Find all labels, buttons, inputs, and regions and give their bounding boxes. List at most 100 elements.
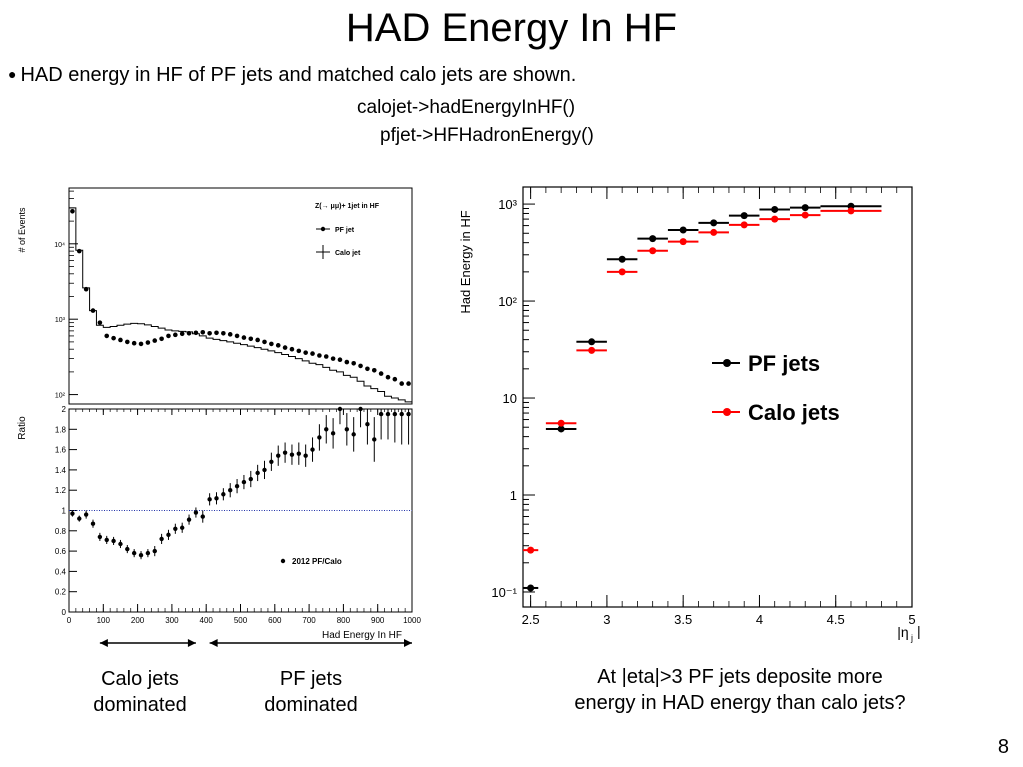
- eta-legend-calo-marker: [723, 408, 731, 416]
- ratio-point: [399, 411, 404, 417]
- ratio-y-tick-label: 1.2: [55, 486, 67, 495]
- eta-calo-point: [527, 546, 535, 554]
- ratio-x-axis-label: Had Energy In HF: [322, 630, 402, 641]
- pf-dominated-label: PF jets dominated: [241, 666, 381, 718]
- pf-jet-point: [234, 333, 240, 339]
- pf-jet-point: [97, 320, 103, 325]
- range-arrow-left-head: [99, 639, 108, 647]
- eta-x-tick-label: 3: [603, 612, 610, 627]
- eta-pf-point: [588, 338, 596, 346]
- eta-calo-point: [618, 268, 626, 276]
- ratio-point: [255, 470, 260, 476]
- ratio-x-tick-label: 0: [67, 616, 72, 625]
- ratio-point: [77, 516, 82, 521]
- legend-calo-label: Calo jet: [335, 250, 361, 257]
- ratio-point: [152, 548, 157, 554]
- ratio-point: [378, 411, 384, 417]
- ratio-point: [179, 525, 185, 530]
- eta-pf-point: [801, 204, 809, 212]
- hist-y-tick-label: 10³: [55, 317, 66, 324]
- eta-y-tick-label: 10³: [498, 197, 517, 212]
- ratio-point: [324, 427, 329, 432]
- pf-jet-point: [90, 308, 96, 313]
- bullet-text: HAD energy in HF of PF jets and matched …: [20, 64, 577, 86]
- ratio-frame: [68, 408, 413, 613]
- eta-y-tick-label: 10⁻¹: [491, 585, 517, 600]
- pf-jet-point: [392, 376, 398, 382]
- eta-calo-point: [557, 419, 565, 427]
- pf-jet-point: [131, 340, 137, 346]
- pf-jet-point: [289, 346, 295, 352]
- ratio-point: [228, 488, 233, 493]
- ratio-point: [310, 447, 315, 452]
- pf-jet-point: [221, 331, 226, 336]
- ratio-point: [385, 411, 391, 417]
- pf-jet-point: [358, 363, 363, 369]
- eta-calo-point: [801, 211, 809, 219]
- eta-x-axis-bar: |: [917, 623, 921, 639]
- ratio-point: [344, 427, 350, 432]
- ratio-point: [214, 496, 219, 501]
- ratio-point: [166, 532, 171, 538]
- pf-jet-point: [118, 337, 123, 343]
- hist-frame: [68, 187, 413, 405]
- pf-jet-point: [323, 354, 329, 359]
- pf-jet-point: [344, 359, 350, 365]
- eta-x-tick-label: 2.5: [522, 612, 540, 627]
- pf-jet-point: [152, 338, 158, 343]
- pf-jet-point: [399, 381, 405, 386]
- ratio-x-tick-label: 700: [302, 616, 316, 625]
- pf-jet-point: [214, 330, 219, 336]
- bullet-point: ● HAD energy in HF of PF jets and matched…: [8, 62, 576, 87]
- page-number: 8: [997, 736, 1009, 758]
- bullet-dot-icon: ●: [8, 66, 17, 82]
- ratio-y-tick-label: 0.2: [55, 588, 67, 597]
- pf-jet-point: [269, 341, 274, 347]
- eta-y-tick-label: 10: [503, 391, 517, 406]
- ratio-point: [282, 450, 288, 455]
- eta-x-axis-subscript: j: [910, 633, 913, 643]
- pf-jet-point: [173, 332, 178, 338]
- range-arrow-right-head: [404, 639, 412, 647]
- ratio-point: [221, 492, 226, 497]
- calo-jet-step-line: [68, 207, 412, 404]
- ratio-x-tick-label: 600: [268, 616, 282, 625]
- pf-jet-point: [111, 335, 116, 341]
- ratio-x-tick-label: 400: [200, 616, 214, 625]
- pf-jet-point: [365, 366, 370, 372]
- eta-calo-point: [649, 247, 657, 255]
- ratio-point: [289, 452, 295, 457]
- ratio-point: [70, 511, 75, 516]
- ratio-point: [234, 483, 240, 489]
- eta-calo-point: [588, 346, 596, 354]
- question-line1: At |eta|>3 PF jets deposite more: [597, 666, 883, 688]
- ratio-point: [406, 411, 411, 417]
- pf-jet-point: [378, 371, 384, 376]
- eta-pf-point: [710, 219, 718, 227]
- eta-calo-point: [679, 238, 687, 246]
- ratio-legend-marker: [280, 558, 286, 564]
- ratio-point: [248, 476, 253, 482]
- pf-jet-point: [179, 331, 185, 337]
- hist-y-tick-label: 10⁴: [54, 242, 65, 249]
- pf-dominated-line2: dominated: [264, 694, 358, 716]
- eta-legend-pf-marker: [723, 359, 731, 367]
- ratio-point: [138, 552, 144, 558]
- eta-pf-point: [740, 212, 748, 220]
- eta-legend-calo-label: Calo jets: [748, 400, 840, 425]
- code-line-calojet: calojet->hadEnergyInHF(): [357, 97, 576, 118]
- range-arrow-right-head: [187, 639, 196, 647]
- ratio-point: [131, 550, 137, 556]
- legend-pf-label: PF jet: [335, 227, 355, 234]
- ratio-point: [351, 432, 356, 437]
- ratio-x-tick-label: 300: [165, 616, 179, 625]
- eta-x-tick-label: 4: [756, 612, 763, 627]
- pf-jet-point: [248, 336, 254, 342]
- pf-jet-point: [310, 351, 315, 356]
- ratio-y-tick-label: 1.4: [55, 466, 67, 475]
- hist-legend-title: Z(→ μμ)+ 1jet in HF: [315, 203, 380, 210]
- eta-pf-point: [527, 584, 535, 592]
- ratio-point: [97, 534, 103, 540]
- ratio-x-tick-label: 1000: [403, 616, 421, 625]
